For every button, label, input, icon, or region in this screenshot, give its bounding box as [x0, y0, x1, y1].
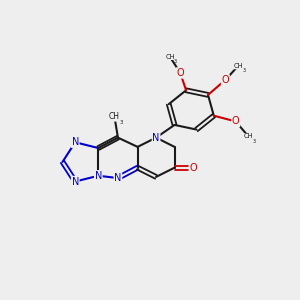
Text: CH: CH	[244, 134, 253, 140]
Text: 3: 3	[119, 120, 123, 124]
Text: O: O	[232, 116, 240, 127]
Text: 3: 3	[253, 139, 256, 144]
Text: CH: CH	[109, 112, 120, 121]
Text: CH: CH	[165, 54, 175, 60]
Text: 3: 3	[174, 59, 177, 64]
Text: O: O	[176, 68, 184, 78]
Text: N: N	[94, 171, 102, 181]
Text: O: O	[189, 163, 197, 173]
Text: N: N	[114, 173, 122, 183]
Text: O: O	[221, 75, 229, 85]
Text: CH: CH	[233, 63, 243, 69]
Text: N: N	[152, 133, 160, 142]
Text: N: N	[71, 176, 79, 187]
Text: N: N	[71, 137, 79, 147]
Text: 3: 3	[242, 68, 245, 73]
